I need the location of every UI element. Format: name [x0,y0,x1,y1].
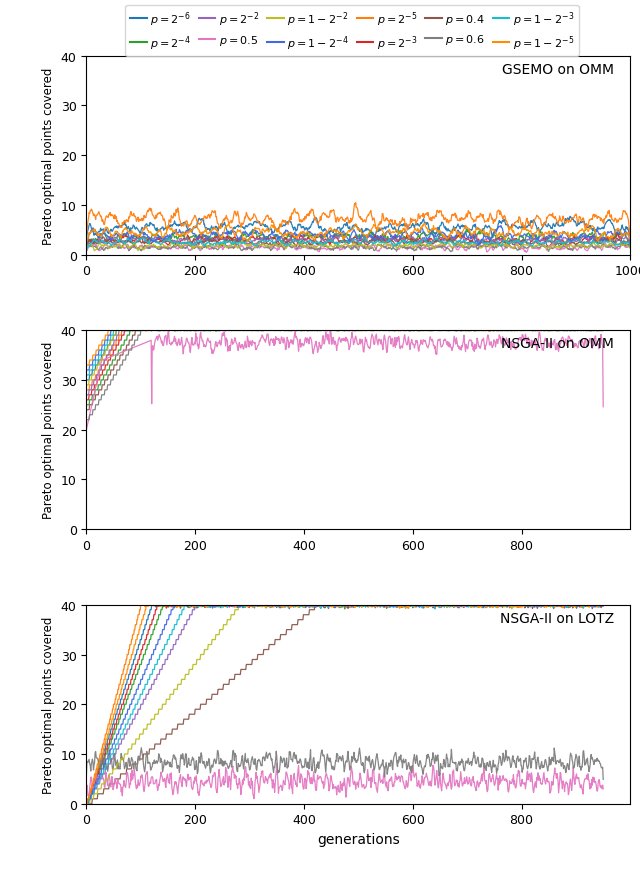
Y-axis label: Pareto optimal points covered: Pareto optimal points covered [42,616,55,793]
Legend: $p=2^{-6}$, $p=2^{-4}$, $p=2^{-2}$, $p=0.5$, $p=1-2^{-2}$, $p=1-2^{-4}$, $p=2^{-: $p=2^{-6}$, $p=2^{-4}$, $p=2^{-2}$, $p=0… [125,5,579,57]
Y-axis label: Pareto optimal points covered: Pareto optimal points covered [42,342,55,519]
Text: GSEMO on OMM: GSEMO on OMM [502,63,614,76]
Y-axis label: Pareto optimal points covered: Pareto optimal points covered [42,67,55,244]
Text: NSGA-II on OMM: NSGA-II on OMM [501,336,614,351]
X-axis label: generations: generations [317,833,400,846]
Text: NSGA-II on LOTZ: NSGA-II on LOTZ [500,611,614,625]
